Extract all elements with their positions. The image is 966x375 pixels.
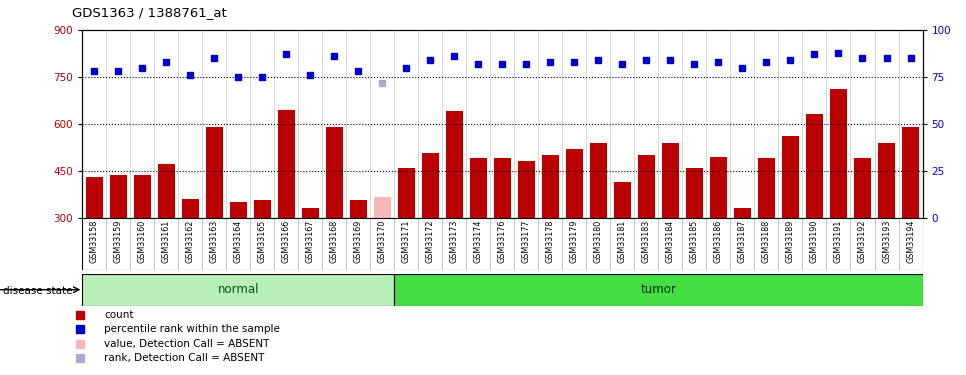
Text: GSM33177: GSM33177 [522, 220, 531, 263]
Text: GSM33188: GSM33188 [762, 220, 771, 263]
Bar [782, 136, 799, 218]
Bar [394, 274, 923, 306]
Bar [133, 176, 151, 217]
Text: GSM33187: GSM33187 [738, 220, 747, 263]
Bar [230, 202, 246, 217]
Bar [326, 127, 343, 218]
Text: GSM33166: GSM33166 [282, 220, 291, 263]
Text: GSM33161: GSM33161 [161, 220, 171, 263]
Text: GSM33181: GSM33181 [618, 220, 627, 263]
Text: GSM33172: GSM33172 [426, 220, 435, 263]
Text: percentile rank within the sample: percentile rank within the sample [104, 324, 280, 334]
Bar [422, 153, 439, 218]
Text: GDS1363 / 1388761_at: GDS1363 / 1388761_at [72, 6, 227, 19]
Bar [398, 168, 414, 217]
Bar [301, 208, 319, 218]
Text: GSM33179: GSM33179 [570, 220, 579, 263]
Text: GSM33185: GSM33185 [690, 220, 699, 263]
Bar [206, 127, 222, 218]
Text: GSM33180: GSM33180 [594, 220, 603, 263]
Text: GSM33186: GSM33186 [714, 220, 723, 263]
Text: GSM33171: GSM33171 [402, 220, 411, 263]
Text: GSM33178: GSM33178 [546, 220, 554, 263]
Bar [638, 155, 655, 218]
Bar [542, 155, 558, 218]
Bar [686, 168, 703, 217]
Bar [82, 274, 394, 306]
Text: GSM33190: GSM33190 [810, 220, 819, 263]
Text: GSM33173: GSM33173 [450, 220, 459, 263]
Bar [350, 200, 367, 217]
Text: value, Detection Call = ABSENT: value, Detection Call = ABSENT [104, 339, 270, 348]
Bar [854, 158, 871, 218]
Bar [902, 127, 919, 218]
Text: GSM33184: GSM33184 [666, 220, 675, 263]
Text: GSM33194: GSM33194 [906, 220, 915, 263]
Text: rank, Detection Call = ABSENT: rank, Detection Call = ABSENT [104, 353, 265, 363]
Bar [254, 200, 270, 217]
Text: GSM33189: GSM33189 [786, 220, 795, 263]
Bar [590, 142, 607, 218]
Text: GSM33191: GSM33191 [834, 220, 843, 263]
Bar [446, 111, 463, 218]
Bar [86, 177, 102, 218]
Text: GSM33170: GSM33170 [378, 220, 386, 263]
Text: GSM33169: GSM33169 [354, 220, 363, 263]
Bar [518, 161, 535, 218]
Bar [494, 158, 511, 218]
Bar [374, 197, 390, 217]
Bar [182, 199, 199, 217]
Bar [110, 176, 127, 217]
Text: disease state: disease state [3, 286, 72, 296]
Bar [734, 208, 751, 218]
Bar [806, 114, 823, 218]
Text: GSM33174: GSM33174 [473, 220, 483, 263]
Bar [830, 89, 847, 218]
Text: GSM33165: GSM33165 [258, 220, 267, 263]
Text: tumor: tumor [640, 283, 676, 296]
Text: GSM33164: GSM33164 [234, 220, 242, 263]
Text: GSM33183: GSM33183 [641, 220, 651, 263]
Text: GSM33158: GSM33158 [90, 220, 99, 263]
Bar [662, 142, 679, 218]
Bar [878, 142, 895, 218]
Text: GSM33160: GSM33160 [137, 220, 147, 263]
Text: GSM33193: GSM33193 [882, 220, 891, 263]
Text: GSM33176: GSM33176 [497, 220, 507, 263]
Bar [278, 110, 295, 218]
Text: count: count [104, 310, 133, 320]
Text: GSM33163: GSM33163 [210, 220, 218, 263]
Text: GSM33192: GSM33192 [858, 220, 867, 263]
Bar [157, 164, 175, 218]
Text: GSM33167: GSM33167 [305, 220, 315, 263]
Bar [758, 158, 775, 218]
Text: normal: normal [217, 283, 259, 296]
Bar [566, 149, 582, 217]
Bar [710, 157, 726, 218]
Text: GSM33168: GSM33168 [329, 220, 339, 263]
Bar [614, 182, 631, 218]
Bar [469, 158, 487, 218]
Text: GSM33159: GSM33159 [114, 220, 123, 263]
Text: GSM33162: GSM33162 [185, 220, 195, 263]
